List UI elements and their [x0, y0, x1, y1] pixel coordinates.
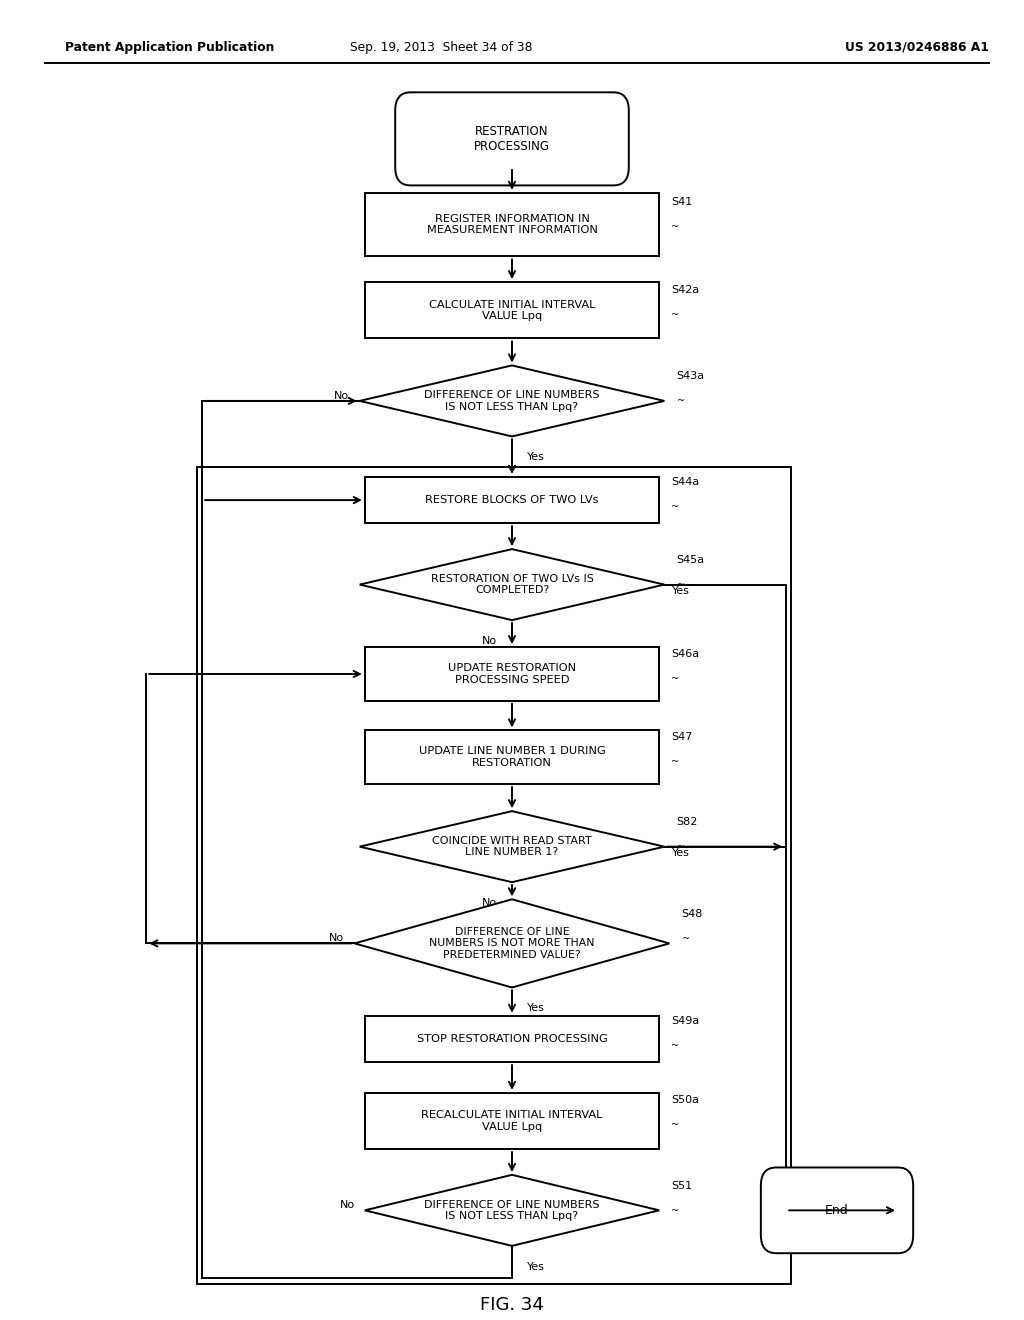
Text: S49a: S49a: [672, 1016, 699, 1026]
Text: ~: ~: [672, 502, 680, 512]
Text: S41: S41: [672, 197, 692, 207]
Text: ~: ~: [672, 222, 680, 232]
Text: RECALCULATE INITIAL INTERVAL
VALUE Lpq: RECALCULATE INITIAL INTERVAL VALUE Lpq: [421, 1110, 603, 1131]
Polygon shape: [359, 812, 665, 882]
Text: RESTRATION
PROCESSING: RESTRATION PROCESSING: [474, 125, 550, 153]
Text: RESTORATION OF TWO LVs IS
COMPLETED?: RESTORATION OF TWO LVs IS COMPLETED?: [430, 574, 594, 595]
Bar: [365, 1093, 659, 1150]
Text: ~: ~: [672, 758, 680, 767]
Text: S47: S47: [672, 733, 693, 742]
Text: S43a: S43a: [677, 371, 705, 381]
Text: DIFFERENCE OF LINE NUMBERS
IS NOT LESS THAN Lpq?: DIFFERENCE OF LINE NUMBERS IS NOT LESS T…: [424, 1200, 600, 1221]
Text: FIG. 34: FIG. 34: [480, 1296, 544, 1313]
Polygon shape: [354, 899, 670, 987]
Text: Yes: Yes: [673, 586, 690, 595]
Text: CALCULATE INITIAL INTERVAL
VALUE Lpq: CALCULATE INITIAL INTERVAL VALUE Lpq: [429, 300, 595, 321]
Text: Sep. 19, 2013  Sheet 34 of 38: Sep. 19, 2013 Sheet 34 of 38: [349, 41, 532, 54]
Text: ~: ~: [672, 1040, 680, 1051]
Text: ~: ~: [677, 842, 685, 851]
Text: ~: ~: [672, 1205, 680, 1216]
Text: COINCIDE WITH READ START
LINE NUMBER 1?: COINCIDE WITH READ START LINE NUMBER 1?: [432, 836, 592, 858]
Text: S82: S82: [677, 817, 698, 828]
Text: ~: ~: [682, 933, 690, 944]
Text: ~: ~: [677, 579, 685, 590]
Text: S50a: S50a: [672, 1096, 699, 1105]
Text: No: No: [339, 1200, 354, 1210]
Bar: [365, 477, 659, 523]
Bar: [365, 1015, 659, 1063]
Polygon shape: [359, 549, 665, 620]
Polygon shape: [365, 1175, 659, 1246]
Text: ~: ~: [672, 675, 680, 684]
Text: US 2013/0246886 A1: US 2013/0246886 A1: [846, 41, 989, 54]
Bar: [365, 282, 659, 338]
Text: End: End: [825, 1204, 849, 1217]
Bar: [198, 467, 792, 1284]
Text: UPDATE RESTORATION
PROCESSING SPEED: UPDATE RESTORATION PROCESSING SPEED: [447, 663, 577, 685]
Text: No: No: [481, 898, 497, 908]
Text: S48: S48: [682, 909, 703, 919]
Text: No: No: [481, 636, 497, 645]
FancyBboxPatch shape: [395, 92, 629, 185]
Text: No: No: [330, 933, 344, 944]
Text: UPDATE LINE NUMBER 1 DURING
RESTORATION: UPDATE LINE NUMBER 1 DURING RESTORATION: [419, 747, 605, 768]
Text: ~: ~: [672, 1121, 680, 1130]
Text: ~: ~: [677, 396, 685, 407]
Text: RESTORE BLOCKS OF TWO LVs: RESTORE BLOCKS OF TWO LVs: [425, 495, 599, 506]
Text: S42a: S42a: [672, 285, 699, 294]
Text: Yes: Yes: [527, 1003, 545, 1014]
Text: Yes: Yes: [527, 453, 545, 462]
Text: DIFFERENCE OF LINE
NUMBERS IS NOT MORE THAN
PREDETERMINED VALUE?: DIFFERENCE OF LINE NUMBERS IS NOT MORE T…: [429, 927, 595, 960]
Bar: [365, 730, 659, 784]
Bar: [365, 193, 659, 256]
Polygon shape: [359, 366, 665, 437]
Text: REGISTER INFORMATION IN
MEASUREMENT INFORMATION: REGISTER INFORMATION IN MEASUREMENT INFO…: [427, 214, 597, 235]
Text: No: No: [335, 391, 349, 401]
Text: S45a: S45a: [677, 556, 705, 565]
Text: Patent Application Publication: Patent Application Publication: [66, 41, 274, 54]
Text: STOP RESTORATION PROCESSING: STOP RESTORATION PROCESSING: [417, 1034, 607, 1044]
Text: DIFFERENCE OF LINE NUMBERS
IS NOT LESS THAN Lpq?: DIFFERENCE OF LINE NUMBERS IS NOT LESS T…: [424, 391, 600, 412]
Text: S46a: S46a: [672, 649, 699, 659]
FancyBboxPatch shape: [761, 1167, 913, 1253]
Text: ~: ~: [672, 309, 680, 319]
Bar: [365, 647, 659, 701]
Text: Yes: Yes: [527, 1262, 545, 1271]
Text: S44a: S44a: [672, 478, 699, 487]
Text: S51: S51: [672, 1181, 692, 1191]
Text: Yes: Yes: [673, 847, 690, 858]
